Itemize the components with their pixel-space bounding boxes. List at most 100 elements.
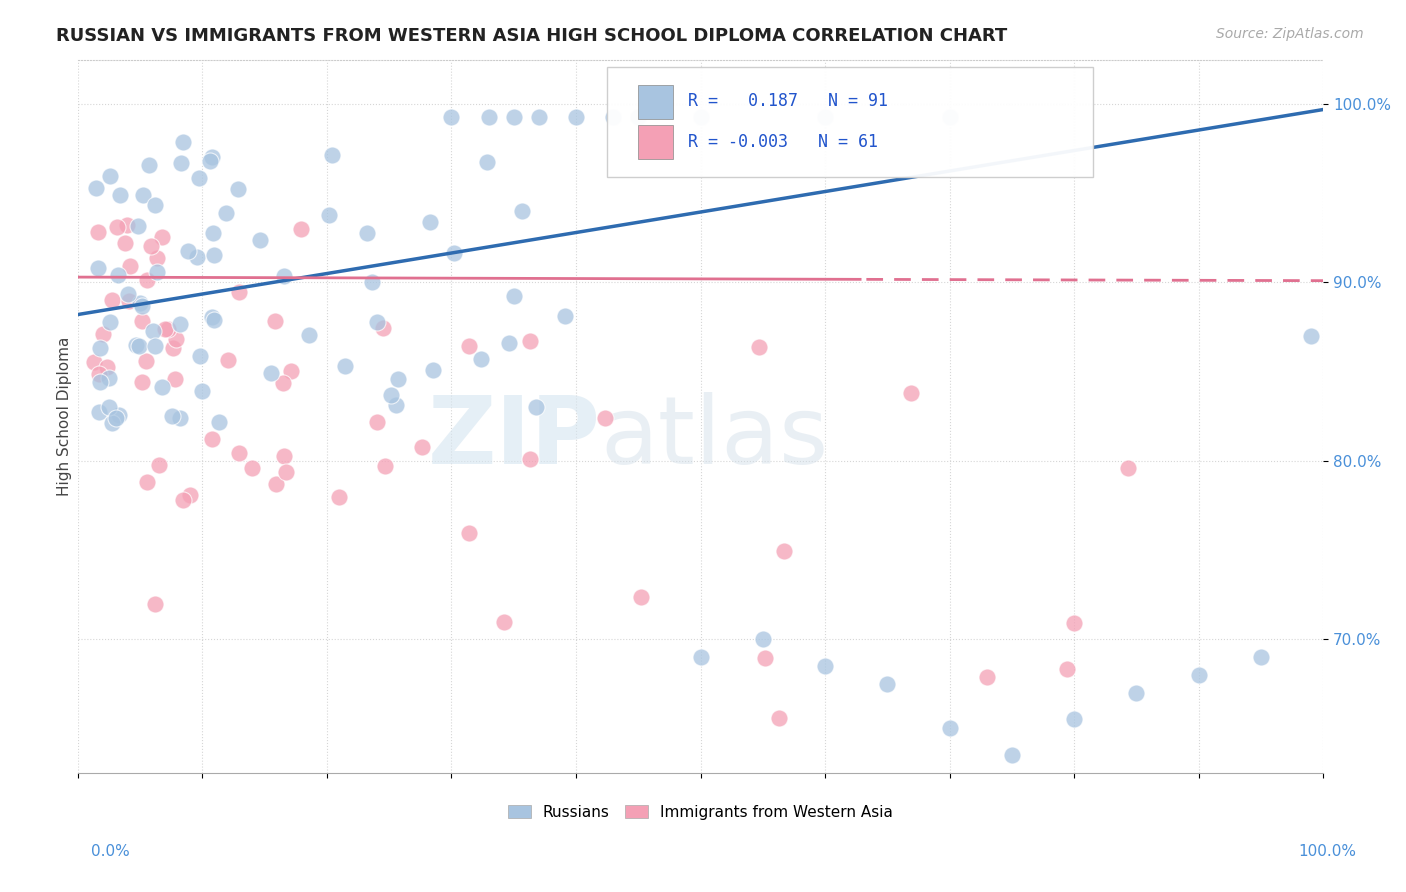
Point xyxy=(97,400,120,414)
Point xyxy=(602,110,624,124)
Point xyxy=(127,219,149,234)
Point xyxy=(1063,712,1085,726)
Point xyxy=(131,375,153,389)
Point xyxy=(136,273,159,287)
Point xyxy=(136,475,159,490)
Point xyxy=(226,182,249,196)
Point xyxy=(87,261,110,276)
Point xyxy=(177,244,200,259)
Point xyxy=(145,198,167,212)
Point xyxy=(457,338,479,352)
Point xyxy=(502,289,524,303)
Point xyxy=(98,169,121,183)
Point xyxy=(772,544,794,558)
Point xyxy=(141,238,163,252)
Point xyxy=(1056,662,1078,676)
Point xyxy=(91,326,114,341)
Point xyxy=(201,150,224,164)
Point xyxy=(457,525,479,540)
Point xyxy=(87,225,110,239)
Point xyxy=(1116,460,1139,475)
Point xyxy=(105,219,128,234)
Point xyxy=(387,372,409,386)
Point xyxy=(143,339,166,353)
Point xyxy=(814,110,837,124)
Point xyxy=(524,401,547,415)
Point xyxy=(356,226,378,240)
Point xyxy=(510,203,533,218)
Text: atlas: atlas xyxy=(600,392,830,483)
Point xyxy=(131,187,153,202)
Point xyxy=(374,458,396,473)
Point xyxy=(169,317,191,331)
Point xyxy=(208,415,231,429)
Point xyxy=(128,296,150,310)
Point xyxy=(470,351,492,366)
Point xyxy=(240,461,263,475)
Point xyxy=(115,219,138,233)
Point xyxy=(145,251,167,265)
Legend: Russians, Immigrants from Western Asia: Russians, Immigrants from Western Asia xyxy=(502,798,900,826)
Point xyxy=(627,110,650,124)
Point xyxy=(114,235,136,250)
Point xyxy=(264,314,287,328)
Point xyxy=(162,341,184,355)
Point xyxy=(260,367,283,381)
Point xyxy=(202,248,225,262)
Point xyxy=(498,336,520,351)
Point xyxy=(527,110,550,124)
Point xyxy=(502,110,524,124)
Point xyxy=(138,158,160,172)
Point xyxy=(371,321,394,335)
Point xyxy=(100,293,122,307)
Point xyxy=(165,332,187,346)
Point xyxy=(328,490,350,504)
Point xyxy=(107,268,129,283)
Point xyxy=(118,293,141,308)
Point xyxy=(689,649,711,664)
Point xyxy=(145,597,167,611)
Point xyxy=(478,110,501,124)
Point xyxy=(162,409,184,424)
Point xyxy=(1299,329,1322,343)
Point xyxy=(1001,747,1024,762)
Point xyxy=(1250,649,1272,664)
Point xyxy=(273,269,295,284)
Point xyxy=(519,334,541,349)
Point xyxy=(318,208,340,222)
Point xyxy=(89,367,111,381)
Point xyxy=(108,408,131,422)
Point xyxy=(273,450,295,464)
Point xyxy=(411,440,433,454)
Point xyxy=(150,230,173,244)
Point xyxy=(131,314,153,328)
Text: ZIP: ZIP xyxy=(427,392,600,483)
Point xyxy=(297,327,319,342)
Text: 100.0%: 100.0% xyxy=(1299,845,1357,859)
Point xyxy=(630,590,652,604)
Point xyxy=(752,632,775,646)
Point xyxy=(494,615,516,629)
Point xyxy=(198,153,221,168)
Point xyxy=(366,315,388,329)
Point xyxy=(519,452,541,467)
Text: R =   0.187   N = 91: R = 0.187 N = 91 xyxy=(688,92,889,110)
Point xyxy=(125,338,148,352)
Point xyxy=(274,465,297,479)
Point xyxy=(190,384,212,398)
Point xyxy=(565,110,588,124)
Point xyxy=(201,432,224,446)
Point xyxy=(1063,615,1085,630)
Point xyxy=(768,711,790,725)
Point xyxy=(595,411,617,425)
Point xyxy=(117,287,139,301)
Point xyxy=(264,476,287,491)
Point xyxy=(202,312,225,326)
Point xyxy=(280,364,302,378)
Point xyxy=(148,458,170,472)
Point xyxy=(165,372,187,386)
Point xyxy=(188,171,211,186)
Point xyxy=(179,488,201,502)
Y-axis label: High School Diploma: High School Diploma xyxy=(58,336,72,496)
Point xyxy=(290,222,312,236)
